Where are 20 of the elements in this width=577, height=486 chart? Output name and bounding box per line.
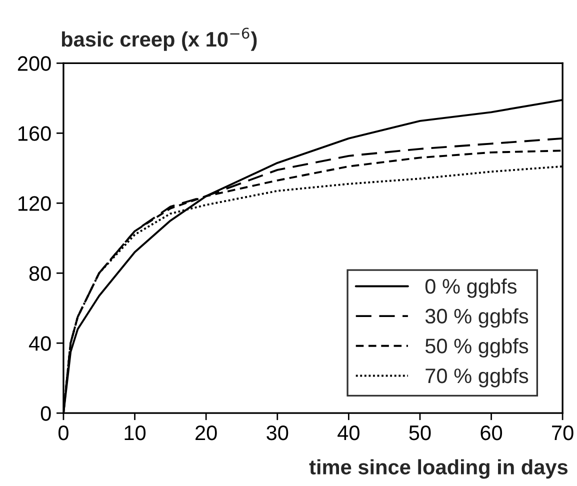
x-tick-label: 10 (124, 425, 146, 440)
y-tick-label: 160 (18, 126, 51, 141)
x-tick-label: 50 (409, 425, 431, 440)
legend-label: 70 % ggbfs (426, 368, 528, 388)
x-tick-label: 60 (480, 425, 502, 440)
legend-label: 30 % ggbfs (425, 308, 528, 328)
x-tick-label: 40 (338, 425, 360, 440)
y-axis-title: basic creep (x 10$^{−6}$) (62, 28, 257, 51)
y-tick-label: 0 (40, 406, 51, 421)
x-tick-label: 30 (266, 425, 288, 440)
x-tick-label: 0 (58, 425, 68, 440)
legend-label: 50 % ggbfs (425, 338, 528, 358)
y-tick-label: 120 (18, 196, 51, 211)
x-axis-title: time since loading in days (309, 459, 568, 479)
legend-label: 0 % ggbfs (425, 278, 517, 298)
y-tick-label: 200 (18, 56, 51, 71)
y-tick-label: 40 (28, 336, 51, 351)
x-tick-label: 20 (196, 425, 217, 440)
x-tick-label: 70 (552, 425, 574, 440)
y-tick-label: 80 (29, 266, 51, 281)
